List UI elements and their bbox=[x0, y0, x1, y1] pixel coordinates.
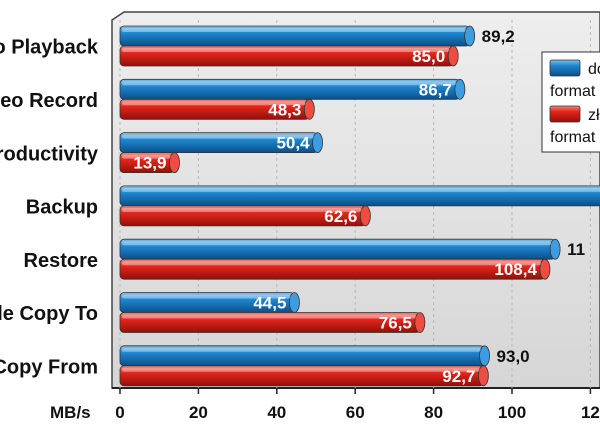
bar-blue bbox=[119, 132, 323, 154]
bars: 89,285,086,748,350,413,9126,62,611108,44… bbox=[119, 25, 600, 387]
x-axis-unit: MB/s bbox=[50, 403, 91, 422]
bar-blue bbox=[119, 238, 561, 260]
value-label-red: 76,5 bbox=[379, 314, 412, 333]
category-label: Copy From bbox=[0, 356, 98, 378]
value-label-blue: 86,7 bbox=[419, 80, 452, 99]
bar-red bbox=[119, 365, 489, 387]
value-label-blue: 93,0 bbox=[497, 347, 530, 366]
legend-swatch-blue bbox=[549, 59, 581, 77]
legend-label: format bbox=[550, 83, 596, 100]
bar-blue bbox=[119, 78, 466, 100]
bar-red bbox=[119, 205, 371, 227]
bar-blue bbox=[119, 345, 490, 367]
value-label-blue: 44,5 bbox=[253, 294, 286, 313]
bar-red bbox=[119, 258, 551, 280]
value-label-red: 62,6 bbox=[324, 207, 357, 226]
category-label: Restore bbox=[24, 250, 98, 272]
bar-red bbox=[119, 98, 315, 120]
category-label: roductivity bbox=[0, 143, 99, 165]
value-label-blue: 11 bbox=[567, 240, 585, 259]
category-label: Backup bbox=[26, 197, 98, 219]
bar-blue bbox=[119, 25, 476, 47]
x-tick-labels: 0 20 40 60 80 100 12 bbox=[115, 403, 600, 422]
category-label: eo Record bbox=[0, 90, 98, 112]
bar-blue bbox=[119, 185, 600, 207]
legend-label: format bbox=[550, 129, 596, 146]
category-label: o Playback bbox=[0, 37, 99, 59]
legend-label: zł bbox=[588, 107, 600, 124]
category-label: le Copy To bbox=[0, 303, 98, 325]
bar-red bbox=[119, 152, 180, 174]
value-label-red: 92,7 bbox=[442, 367, 475, 386]
legend: do format zł format bbox=[541, 51, 600, 153]
value-label-red: 85,0 bbox=[412, 47, 445, 66]
bar-red bbox=[119, 45, 459, 67]
value-label-blue: 50,4 bbox=[276, 134, 310, 153]
x-tick-label: 80 bbox=[424, 403, 443, 422]
legend-label: do bbox=[588, 61, 600, 78]
category-labels: o Playback eo Record roductivity Backup Rest… bbox=[0, 37, 99, 379]
x-tick-label: 0 bbox=[115, 403, 124, 422]
value-label-red: 108,4 bbox=[494, 260, 537, 279]
x-tick-label: 60 bbox=[346, 403, 365, 422]
value-label-red: 48,3 bbox=[268, 100, 301, 119]
x-tick-label: 12 bbox=[581, 403, 600, 422]
x-tick-label: 100 bbox=[498, 403, 526, 422]
x-tick-label: 40 bbox=[267, 403, 286, 422]
value-label-blue: 89,2 bbox=[482, 27, 515, 46]
value-label-red: 13,9 bbox=[133, 154, 166, 173]
bar-red bbox=[119, 312, 426, 333]
x-tick-label: 20 bbox=[189, 403, 208, 422]
legend-swatch-red bbox=[549, 105, 581, 123]
